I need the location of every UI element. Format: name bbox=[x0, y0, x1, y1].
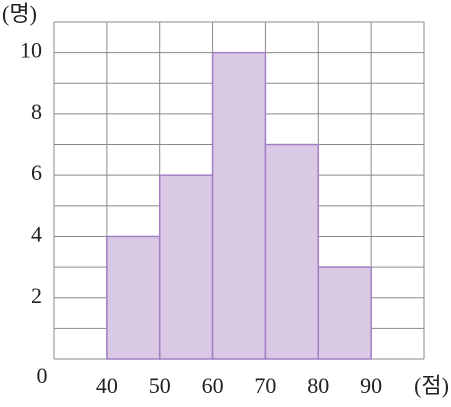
bar bbox=[317, 266, 372, 360]
y-tick-label: 6 bbox=[31, 160, 42, 185]
x-axis-label: (점) bbox=[414, 373, 449, 398]
y-tick-label: 10 bbox=[20, 38, 42, 63]
y-axis-label: (명) bbox=[2, 1, 37, 26]
bar bbox=[158, 174, 214, 360]
y-tick-label: 4 bbox=[31, 222, 42, 247]
y-tick-label: 2 bbox=[31, 283, 42, 308]
x-tick-label: 40 bbox=[96, 373, 118, 398]
x-tick-label: 50 bbox=[149, 373, 171, 398]
x-tick-label: 70 bbox=[254, 373, 276, 398]
x-tick-label: 90 bbox=[360, 373, 382, 398]
bar bbox=[264, 143, 320, 360]
x-tick-label: 80 bbox=[307, 373, 329, 398]
y-tick-label: 8 bbox=[31, 99, 42, 124]
x-tick-label: 60 bbox=[202, 373, 224, 398]
bar bbox=[211, 51, 267, 360]
y-tick-label: 0 bbox=[37, 363, 48, 388]
bar bbox=[106, 235, 161, 360]
